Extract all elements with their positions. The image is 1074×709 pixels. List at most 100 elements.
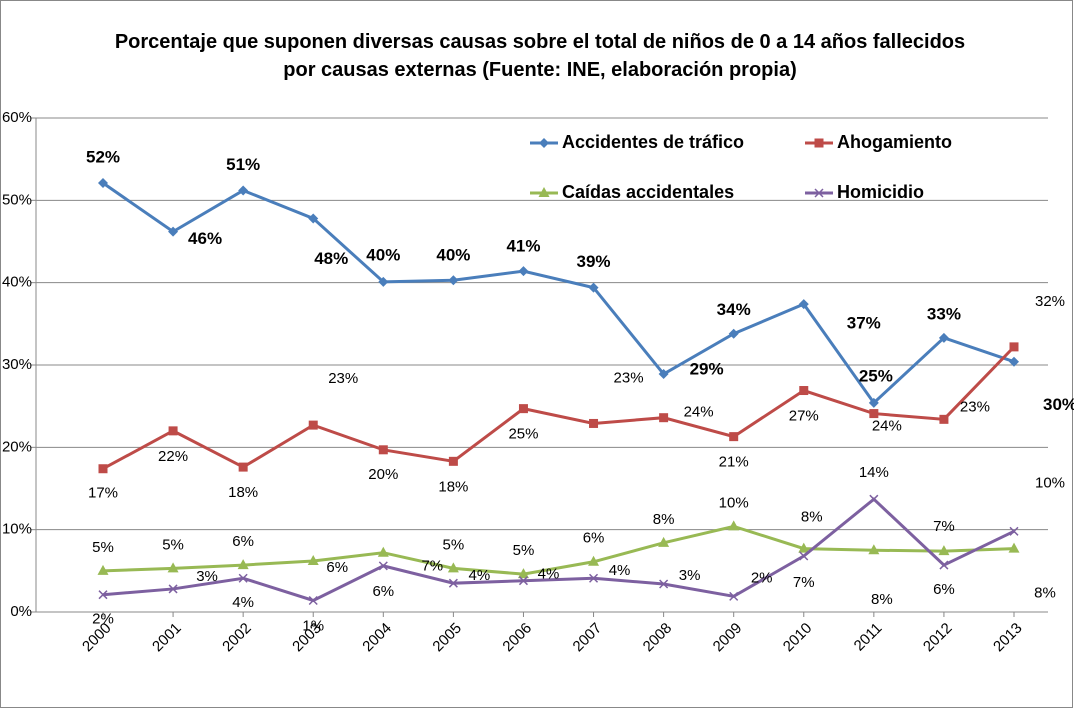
data-label: 52% — [86, 148, 120, 167]
marker — [308, 595, 318, 606]
data-label: 39% — [577, 252, 611, 271]
data-label: 34% — [717, 300, 751, 319]
data-label: 32% — [1035, 293, 1065, 310]
marker — [237, 559, 249, 570]
data-label: 27% — [789, 407, 819, 424]
data-label: 14% — [859, 464, 889, 481]
data-label: 24% — [872, 418, 902, 435]
data-label: 48% — [314, 249, 348, 268]
series-line — [102, 181, 1015, 406]
marker — [729, 432, 739, 442]
marker — [518, 404, 528, 414]
marker — [307, 554, 319, 565]
marker — [939, 414, 949, 424]
marker — [589, 573, 599, 583]
y-tick-label: 10% — [2, 521, 32, 538]
data-label: 8% — [653, 511, 675, 528]
legend-label: Caídas accidentales — [562, 182, 734, 202]
marker — [167, 562, 179, 573]
y-tick-label: 30% — [2, 356, 32, 373]
data-label: 6% — [372, 583, 394, 600]
data-label: 5% — [443, 536, 465, 553]
marker — [939, 560, 949, 570]
data-label: 8% — [1034, 585, 1056, 602]
marker — [799, 386, 809, 396]
data-label: 10% — [1035, 474, 1065, 491]
data-label: 37% — [847, 314, 881, 333]
marker — [448, 456, 458, 466]
marker — [518, 576, 528, 586]
data-label: 29% — [690, 360, 724, 379]
marker — [658, 536, 670, 547]
data-label: 4% — [232, 594, 254, 611]
data-label: 4% — [538, 566, 560, 583]
data-label: 8% — [871, 591, 893, 608]
marker — [729, 591, 739, 601]
marker — [938, 332, 949, 343]
marker — [938, 545, 950, 556]
y-tick-label: 40% — [2, 274, 32, 291]
data-label: 2% — [751, 569, 773, 586]
data-label: 20% — [368, 466, 398, 483]
marker — [168, 584, 178, 594]
marker — [238, 462, 248, 472]
data-label: 33% — [927, 304, 961, 323]
data-label: 23% — [960, 398, 990, 415]
marker — [814, 188, 824, 198]
y-tick-label: 60% — [2, 109, 32, 126]
marker — [238, 573, 248, 583]
marker — [1009, 526, 1019, 536]
data-label: 21% — [719, 454, 749, 471]
marker — [728, 520, 740, 531]
marker — [168, 426, 178, 436]
marker — [814, 138, 824, 148]
y-tick-label: 50% — [2, 191, 32, 208]
data-label: 1% — [302, 617, 324, 634]
data-label: 6% — [232, 533, 254, 550]
marker — [659, 579, 669, 589]
marker — [659, 413, 669, 423]
marker — [517, 568, 529, 579]
data-label: 4% — [609, 562, 631, 579]
marker — [308, 213, 319, 224]
marker — [588, 282, 599, 293]
marker — [378, 276, 389, 287]
y-tick-label: 0% — [10, 603, 32, 620]
legend-label: Ahogamiento — [837, 132, 952, 152]
data-label: 7% — [933, 518, 955, 535]
data-label: 8% — [801, 509, 823, 526]
data-label: 10% — [719, 494, 749, 511]
marker — [168, 226, 179, 237]
data-label: 40% — [366, 245, 400, 264]
data-label: 17% — [88, 485, 118, 502]
marker — [868, 397, 879, 408]
marker — [518, 266, 529, 277]
data-label: 6% — [583, 530, 605, 547]
marker — [238, 185, 249, 196]
marker — [1008, 542, 1020, 553]
marker — [378, 561, 388, 571]
marker — [658, 369, 669, 380]
marker — [378, 445, 388, 455]
data-label: 46% — [188, 229, 222, 248]
series-line — [102, 497, 1015, 603]
data-label: 5% — [162, 536, 184, 553]
data-label: 23% — [328, 370, 358, 387]
data-label: 25% — [508, 426, 538, 443]
data-label: 41% — [506, 237, 540, 256]
data-label: 3% — [679, 567, 701, 584]
marker — [588, 555, 600, 566]
marker — [98, 178, 108, 189]
data-label: 30% — [1043, 395, 1074, 414]
data-label: 5% — [92, 539, 114, 556]
data-label: 3% — [196, 568, 218, 585]
marker — [869, 494, 879, 504]
data-label: 7% — [793, 574, 815, 591]
chart-title: Porcentaje que suponen diversas causas s… — [114, 31, 966, 81]
data-label: 5% — [513, 542, 535, 559]
marker — [798, 299, 809, 310]
data-label: 6% — [933, 581, 955, 598]
